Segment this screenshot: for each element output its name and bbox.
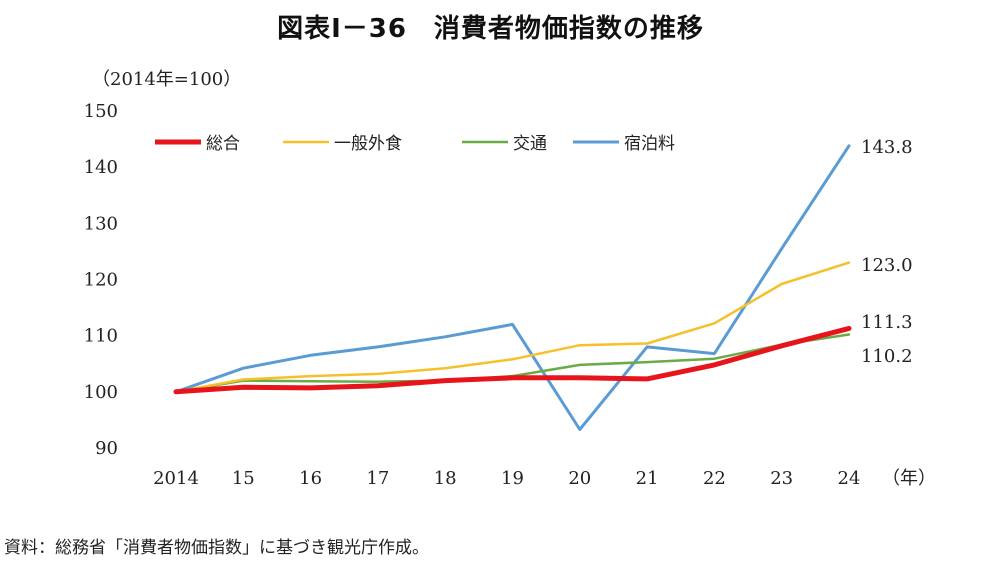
legend-label: 一般外食 <box>334 134 402 154</box>
chart-title: 図表Ⅰ－36 消費者物価指数の推移 <box>277 14 704 44</box>
y-tick-label: 100 <box>84 382 118 403</box>
series-lines <box>173 144 852 431</box>
end-value-label: 143.8 <box>861 137 913 158</box>
x-tick-label: 21 <box>636 468 659 489</box>
y-tick-label: 90 <box>95 438 118 459</box>
x-tick-label: 24 <box>838 468 861 489</box>
y-axis-ticks: 90 100 110 120 130 140 150 <box>84 101 118 459</box>
legend: 総合 一般外食 交通 宿泊料 <box>155 134 675 154</box>
legend-label: 総合 <box>206 134 240 154</box>
x-tick-label: 23 <box>770 468 793 489</box>
x-tick-label: 18 <box>434 468 457 489</box>
y-tick-label: 150 <box>84 101 118 122</box>
y-tick-label: 130 <box>84 213 118 234</box>
end-value-label: 110.2 <box>861 346 913 367</box>
source-note: 資料：総務省「消費者物価指数」に基づき観光庁作成。 <box>4 538 429 558</box>
series-line-0 <box>173 325 852 395</box>
y-axis-unit-label: （2014年=100） <box>92 69 241 90</box>
x-axis-unit-label: （年） <box>882 468 936 489</box>
x-tick-label: 15 <box>232 468 255 489</box>
end-value-label: 123.0 <box>861 255 913 276</box>
y-tick-label: 110 <box>84 326 118 347</box>
y-tick-label: 140 <box>84 157 118 178</box>
x-tick-label: 17 <box>366 468 389 489</box>
x-tick-label: 16 <box>299 468 322 489</box>
x-tick-label: 19 <box>501 468 524 489</box>
line-chart: （2014年=100） 90 100 110 120 130 140 150 2014 15 1… <box>84 69 936 489</box>
legend-label: 交通 <box>513 134 547 154</box>
x-tick-label: 2014 <box>153 468 199 489</box>
end-value-labels: 143.8 123.0 111.3 110.2 <box>861 137 913 367</box>
x-tick-label: 20 <box>568 468 591 489</box>
y-tick-label: 120 <box>84 270 118 291</box>
series-line-1 <box>174 261 851 394</box>
x-tick-label: 22 <box>703 468 726 489</box>
series-line-3 <box>174 144 851 431</box>
end-value-label: 111.3 <box>861 312 913 333</box>
legend-label: 宿泊料 <box>624 134 675 154</box>
x-axis-ticks: 2014 15 16 17 18 19 20 21 22 23 24 <box>153 468 860 489</box>
